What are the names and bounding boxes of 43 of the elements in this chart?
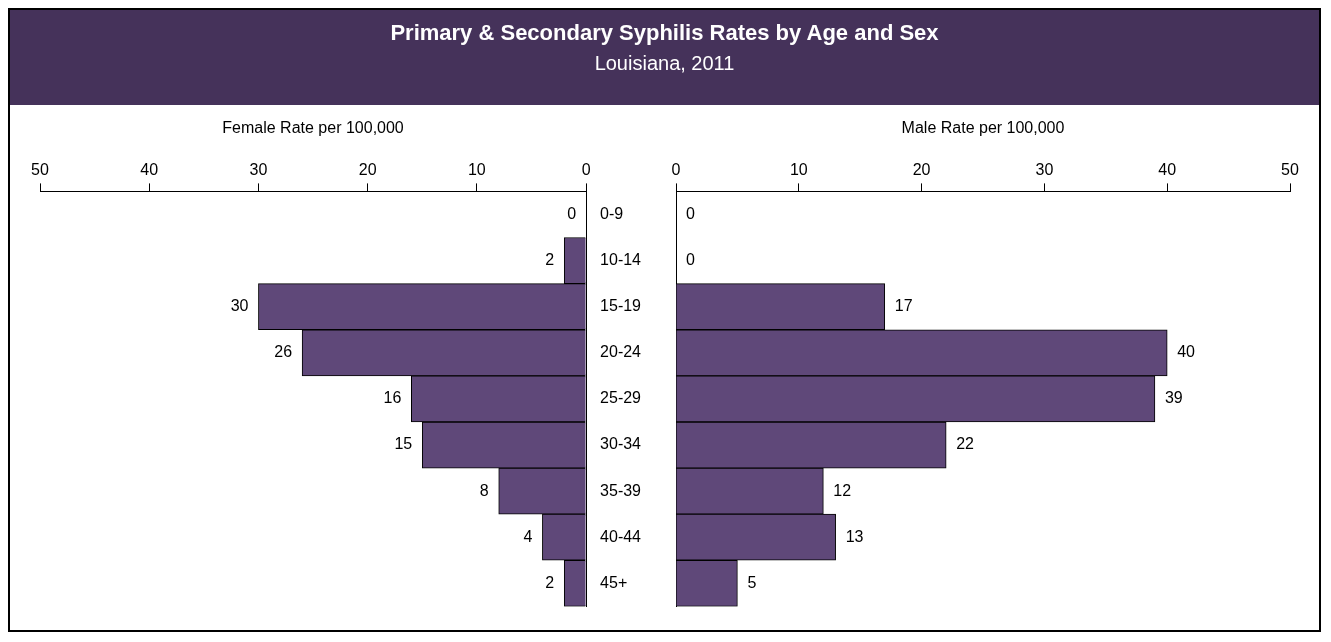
x-tick-label: 50 bbox=[31, 161, 49, 179]
data-label: 17 bbox=[894, 297, 913, 315]
data-label: 2 bbox=[545, 573, 555, 591]
x-tick-label: 40 bbox=[1158, 161, 1177, 179]
x-tick-label: 0 bbox=[671, 161, 681, 179]
text: Primary & Secondary Syphilis Rates by Age and Sex bbox=[389, 20, 940, 46]
y-tick-label: 15-19 bbox=[600, 297, 642, 315]
data-label: 8 bbox=[479, 481, 489, 499]
data-label: 40 bbox=[1177, 343, 1196, 361]
data-label: 0 bbox=[567, 204, 577, 222]
y-tick-label: 45+ bbox=[600, 573, 628, 591]
y-tick-label: 40-44 bbox=[600, 527, 642, 545]
x-axis-title: Female Rate per 100,000 bbox=[222, 119, 404, 137]
y-tick-label: 0-9 bbox=[600, 204, 624, 222]
data-label: 5 bbox=[747, 573, 757, 591]
y-tick-label: 20-24 bbox=[600, 343, 642, 361]
x-tick-label: 20 bbox=[358, 161, 377, 179]
x-tick-label: 50 bbox=[1281, 161, 1299, 179]
data-label: 39 bbox=[1164, 389, 1183, 407]
y-tick-label: 10-14 bbox=[600, 250, 642, 268]
data-label: 15 bbox=[394, 435, 413, 453]
data-label: 26 bbox=[274, 343, 293, 361]
data-label: 13 bbox=[845, 527, 864, 545]
data-label: 16 bbox=[383, 389, 402, 407]
data-label: 0 bbox=[686, 250, 695, 268]
data-label: 2 bbox=[545, 250, 555, 268]
y-tick-label: 30-34 bbox=[600, 435, 642, 453]
x-tick-label: 30 bbox=[1035, 161, 1054, 179]
x-tick-label: 30 bbox=[249, 161, 268, 179]
x-tick-label: 10 bbox=[467, 161, 486, 179]
text: Louisiana, 2011 bbox=[593, 52, 736, 75]
data-label: 12 bbox=[833, 481, 852, 499]
x-tick-label: 10 bbox=[789, 161, 808, 179]
data-label: 30 bbox=[230, 297, 249, 315]
y-tick-label: 35-39 bbox=[600, 481, 642, 499]
x-tick-label: 20 bbox=[912, 161, 931, 179]
x-axis-title: Male Rate per 100,000 bbox=[901, 119, 1065, 137]
data-label: 0 bbox=[686, 204, 695, 222]
data-label: 4 bbox=[523, 527, 533, 545]
x-tick-label: 40 bbox=[140, 161, 159, 179]
y-tick-label: 25-29 bbox=[600, 389, 642, 407]
x-tick-label: 0 bbox=[581, 161, 591, 179]
data-label: 22 bbox=[956, 435, 975, 453]
